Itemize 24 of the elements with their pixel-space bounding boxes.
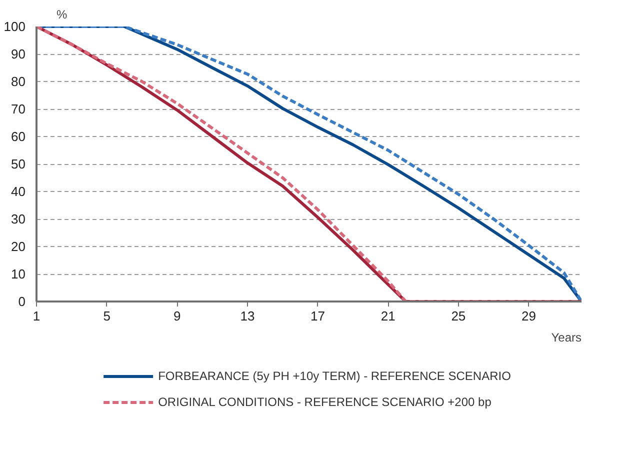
legend-label: FORBEARANCE (5y PH +10y TERM) - REFERENCE SCENARIO	[158, 369, 511, 383]
y-axis-title: %	[56, 8, 68, 22]
y-tick-label: 50	[11, 156, 26, 172]
x-tick-label: 1	[32, 308, 40, 324]
x-tick-label: 25	[451, 308, 466, 324]
x-axis-title: Years	[551, 330, 582, 344]
x-tick-label: 13	[240, 308, 255, 324]
x-tick-label: 29	[522, 308, 536, 324]
x-tick-label: 5	[103, 308, 110, 324]
x-tick-label: 17	[310, 308, 326, 324]
y-tick-label: 0	[18, 294, 26, 309]
y-tick-label: 60	[11, 129, 26, 144]
x-tick-label: 21	[380, 308, 396, 324]
y-tick-label: 40	[11, 184, 26, 199]
y-tick-label: 100	[4, 19, 26, 34]
legend-label: ORIGINAL CONDITIONS - REFERENCE SCENARIO +200 bp	[158, 395, 492, 409]
y-tick-label: 90	[11, 46, 26, 62]
y-tick-label: 70	[11, 102, 26, 116]
line-series	[36, 26, 582, 302]
y-tick-label: 20	[11, 239, 26, 254]
y-tick-label: 30	[11, 212, 26, 226]
x-tick-label: 9	[174, 308, 181, 324]
y-tick-label: 10	[11, 266, 26, 282]
y-tick-label: 80	[11, 74, 26, 89]
